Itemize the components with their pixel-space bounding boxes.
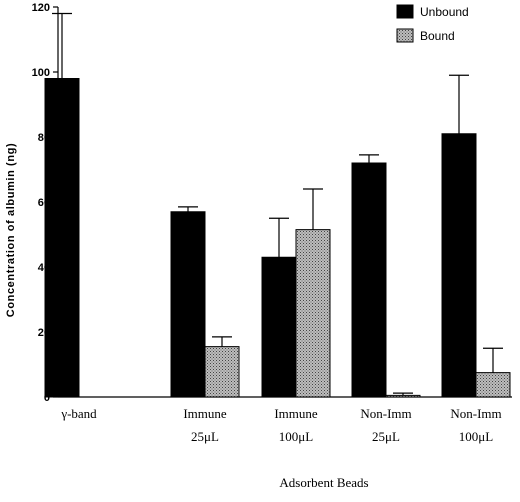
bar-unbound [351,162,387,398]
bar-unbound [170,211,206,398]
labels-layer: 0 20 40 60 80 100 120 Concentration of albumin … [5,2,502,490]
y-tick-label: 20 [38,327,50,339]
bar-bound [295,229,331,398]
x-category-label: 100μL [279,429,313,444]
bar-unbound [441,133,477,398]
x-axis-label: Adsorbent Beads [279,475,368,490]
legend-swatch-unbound [396,4,414,19]
y-tick-label: 60 [38,197,50,209]
legend: Unbound Bound [396,4,469,43]
y-tick-label: 0 [44,392,50,404]
bars-layer [44,12,511,398]
bar-bound [385,394,421,398]
y-tick-label: 120 [32,2,50,14]
y-tick-label: 40 [38,262,50,274]
legend-label-bound: Bound [420,29,455,43]
x-category-label: γ-band [60,406,97,421]
x-category-label: 25μL [372,429,400,444]
legend-swatch-bound [396,28,414,43]
legend-label-unbound: Unbound [420,5,469,19]
bar-bound [204,346,240,398]
y-tick-label: 100 [32,67,50,79]
y-tick-label: 80 [38,132,50,144]
x-category-label: Non-Imm [360,406,411,421]
x-category-label: Immune [274,406,318,421]
y-axis-label: Concentration of albumin (ng) [5,143,17,317]
x-category-label: Immune [183,406,227,421]
bar-unbound [44,78,80,398]
bar-unbound [261,256,297,398]
x-category-label: 25μL [191,429,219,444]
x-category-label: 100μL [459,429,493,444]
bar-bound [475,372,511,398]
x-category-label: Non-Imm [450,406,501,421]
